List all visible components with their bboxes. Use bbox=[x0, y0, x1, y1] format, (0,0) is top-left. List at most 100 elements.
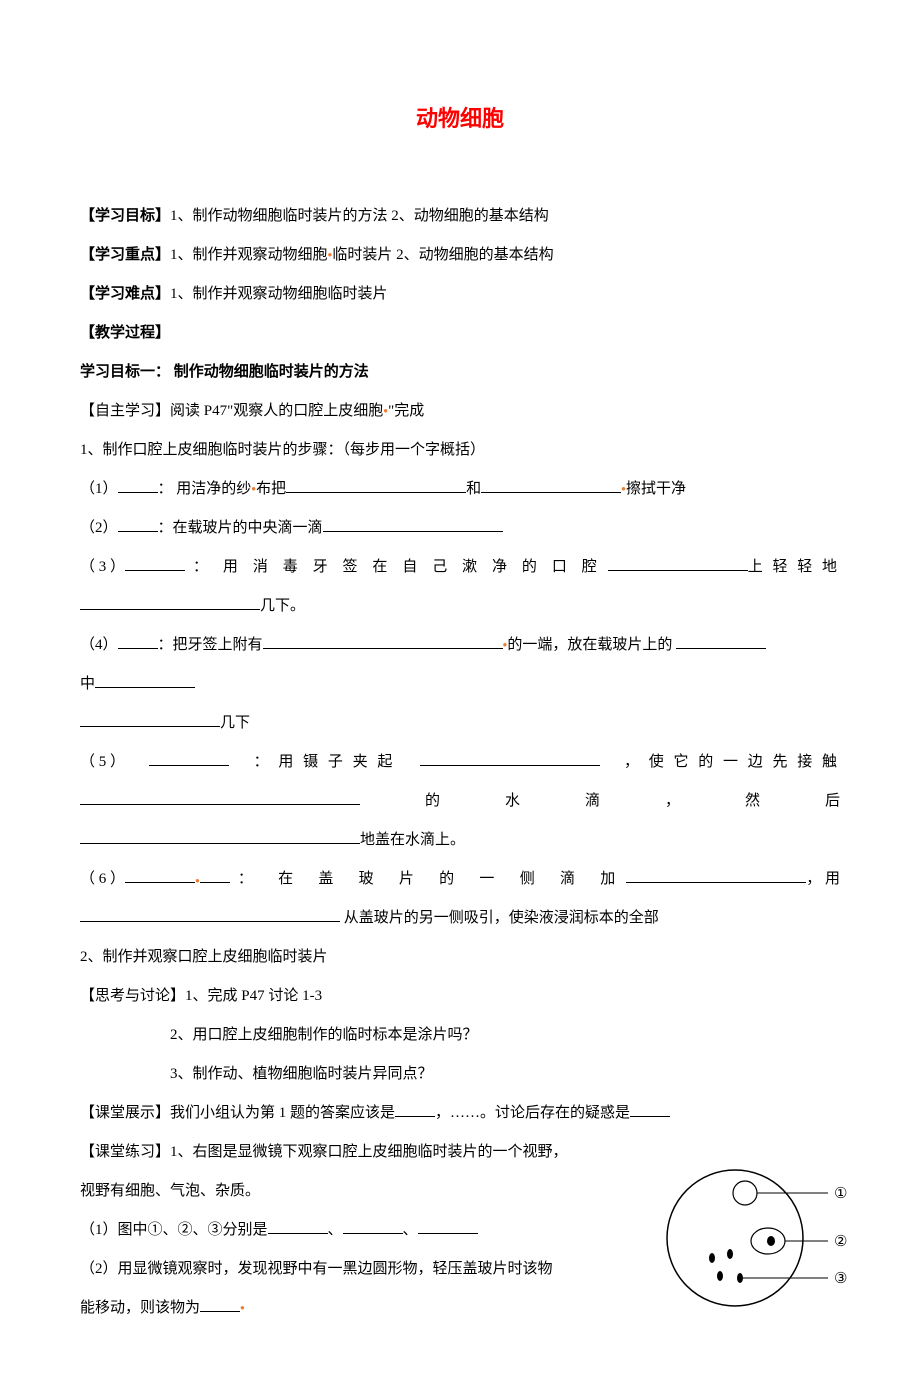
step1-b: ： 用洁净的纱 bbox=[158, 481, 252, 497]
step5-i: 后 bbox=[825, 782, 840, 821]
step1-b2: 布把 bbox=[256, 481, 286, 497]
step3-c: 上 轻 轻 地 bbox=[748, 548, 840, 587]
blank-fill[interactable] bbox=[118, 478, 158, 493]
show-label: 【课堂展示】 bbox=[80, 1105, 170, 1121]
step6-line: （ 6 ） ● ： 在 盖 玻 片 的 一 侧 滴 加 ， 用 bbox=[80, 860, 840, 899]
debris-shape bbox=[727, 1249, 733, 1259]
exercise1: 1、右图是显微镜下观察口腔上皮细胞临时装片的一个视野， bbox=[170, 1144, 568, 1160]
blank-fill[interactable] bbox=[395, 1102, 435, 1117]
blank-fill[interactable] bbox=[418, 1219, 478, 1234]
step6-c: ， 用 bbox=[806, 860, 840, 899]
nucleus-shape bbox=[767, 1236, 775, 1246]
step-intro: 1、制作口腔上皮细胞临时装片的步骤：（每步用一个字概括） bbox=[80, 431, 840, 470]
step4-line3: 几下 bbox=[80, 704, 840, 743]
field-circle bbox=[667, 1170, 803, 1306]
diagram-label-3: ③ bbox=[834, 1271, 847, 1287]
step5-a: （ 5 ） bbox=[80, 743, 125, 782]
step2-a: （2） bbox=[80, 520, 118, 536]
focus-text-b: 临时装片 2、动物细胞的基本结构 bbox=[332, 247, 553, 263]
q1-a: （1）图中①、②、③分别是 bbox=[80, 1222, 268, 1238]
step5-line2: 的 水 滴 ， 然 后 bbox=[80, 782, 840, 821]
difficulty-label: 【学习难点】 bbox=[80, 286, 170, 302]
step4-a: （4） bbox=[80, 637, 118, 653]
focus-label: 【学习重点】 bbox=[80, 247, 170, 263]
step6-b: ： 在 盖 玻 片 的 一 侧 滴 加 bbox=[238, 860, 618, 899]
step6-a: （ 6 ） bbox=[80, 860, 125, 899]
blank-fill[interactable] bbox=[95, 673, 195, 688]
step5-h: 然 bbox=[745, 782, 760, 821]
blank-fill[interactable] bbox=[676, 634, 766, 649]
step1-c: 和 bbox=[466, 481, 481, 497]
blank-fill[interactable] bbox=[420, 751, 600, 766]
diagram-label-1: ① bbox=[834, 1186, 847, 1202]
bubble-shape bbox=[733, 1181, 757, 1205]
step5-line3: 地盖在水滴上。 bbox=[80, 821, 840, 860]
step4-e: 几下 bbox=[220, 715, 250, 731]
step5-e: 水 bbox=[505, 782, 520, 821]
blank-fill[interactable] bbox=[626, 868, 806, 883]
step3-line: （ 3 ） ： 用 消 毒 牙 签 在 自 己 漱 净 的 口 腔 上 轻 轻 … bbox=[80, 548, 840, 587]
step4-b: ：把牙签上附有 bbox=[158, 637, 263, 653]
blank-fill[interactable] bbox=[80, 595, 260, 610]
step5-j: 地盖在水滴上。 bbox=[360, 832, 465, 848]
step3-d: 几下。 bbox=[260, 598, 305, 614]
blank-fill[interactable] bbox=[630, 1102, 670, 1117]
blank-fill[interactable] bbox=[286, 478, 466, 493]
diagram-label-2: ② bbox=[834, 1234, 847, 1250]
selfstudy-label: 【自主学习】 bbox=[80, 403, 170, 419]
objectives-text: 1、制作动物细胞临时装片的方法 2、动物细胞的基本结构 bbox=[170, 208, 549, 224]
blank-fill[interactable] bbox=[118, 634, 158, 649]
debris-shape bbox=[717, 1271, 723, 1281]
document-body: 动物细胞 【学习目标】1、制作动物细胞临时装片的方法 2、动物细胞的基本结构 【… bbox=[80, 90, 840, 1328]
objectives-line: 【学习目标】1、制作动物细胞临时装片的方法 2、动物细胞的基本结构 bbox=[80, 197, 840, 236]
step5-b: ： 用 镊 子 夹 起 bbox=[254, 743, 396, 782]
step3-b: ： 用 消 毒 牙 签 在 自 己 漱 净 的 口 腔 bbox=[193, 548, 600, 587]
step2-b: ：在载玻片的中央滴一滴 bbox=[158, 520, 323, 536]
debris-shape bbox=[737, 1273, 743, 1283]
blank-fill[interactable] bbox=[149, 751, 229, 766]
blank-fill[interactable] bbox=[268, 1219, 328, 1234]
discuss1: 1、完成 P47 讨论 1-3 bbox=[185, 988, 322, 1004]
step5-d: 的 bbox=[425, 782, 440, 821]
q1-c: 、 bbox=[403, 1222, 418, 1238]
blank-fill[interactable] bbox=[608, 556, 748, 571]
blank-fill[interactable] bbox=[80, 829, 360, 844]
difficulty-text: 1、制作并观察动物细胞临时装片 bbox=[170, 286, 388, 302]
step5-g: ， bbox=[665, 782, 680, 821]
step4-c: 的一端，放在载玻片上的 bbox=[507, 637, 672, 653]
exercise-label: 【课堂练习】 bbox=[80, 1144, 170, 1160]
blank-fill[interactable] bbox=[80, 907, 340, 922]
step3-a: （ 3 ） bbox=[80, 548, 125, 587]
step6-line2: 从盖玻片的另一侧吸引，使染液浸润标本的全部 bbox=[80, 899, 840, 938]
blank-fill[interactable] bbox=[343, 1219, 403, 1234]
step5-line: （ 5 ） ： 用 镊 子 夹 起 ， 使 它 的 一 边 先 接 触 bbox=[80, 743, 840, 782]
blank-fill[interactable] bbox=[263, 634, 503, 649]
blank-fill[interactable] bbox=[481, 478, 621, 493]
step1-d: 擦拭干净 bbox=[626, 481, 686, 497]
step2-line: （2） ：在载玻片的中央滴一滴 bbox=[80, 509, 840, 548]
step4-d: 中 bbox=[80, 676, 95, 692]
step3-line2: 几下。 bbox=[80, 587, 840, 626]
observe-line: 2、制作并观察口腔上皮细胞临时装片 bbox=[80, 938, 840, 977]
blank-fill[interactable] bbox=[200, 1297, 240, 1312]
dot-icon: ● bbox=[240, 1303, 245, 1312]
step6-d: 从盖玻片的另一侧吸引，使染液浸润标本的全部 bbox=[344, 910, 659, 926]
selfstudy-line: 【自主学习】阅读 P47"观察人的口腔上皮细胞●"完成 bbox=[80, 392, 840, 431]
blank-fill[interactable] bbox=[323, 517, 503, 532]
blank-fill[interactable] bbox=[200, 868, 230, 883]
step5-f: 滴 bbox=[585, 782, 600, 821]
blank-fill[interactable] bbox=[80, 790, 360, 805]
show-text-a: 我们小组认为第 1 题的答案应该是 bbox=[170, 1105, 395, 1121]
blank-fill[interactable] bbox=[80, 712, 220, 727]
difficulty-line: 【学习难点】1、制作并观察动物细胞临时装片 bbox=[80, 275, 840, 314]
discuss-line: 【思考与讨论】1、完成 P47 讨论 1-3 bbox=[80, 977, 840, 1016]
blank-fill[interactable] bbox=[125, 868, 195, 883]
blank-fill[interactable] bbox=[125, 556, 185, 571]
step1-a: （1） bbox=[80, 481, 118, 497]
discuss-label: 【思考与讨论】 bbox=[80, 988, 185, 1004]
show-text-b: ，……。讨论后存在的疑惑是 bbox=[435, 1105, 630, 1121]
debris-shape bbox=[709, 1253, 715, 1263]
step4-line2: 中 bbox=[80, 665, 840, 704]
blank-fill[interactable] bbox=[118, 517, 158, 532]
step4-line: （4）：把牙签上附有●的一端，放在载玻片上的 bbox=[80, 626, 840, 665]
